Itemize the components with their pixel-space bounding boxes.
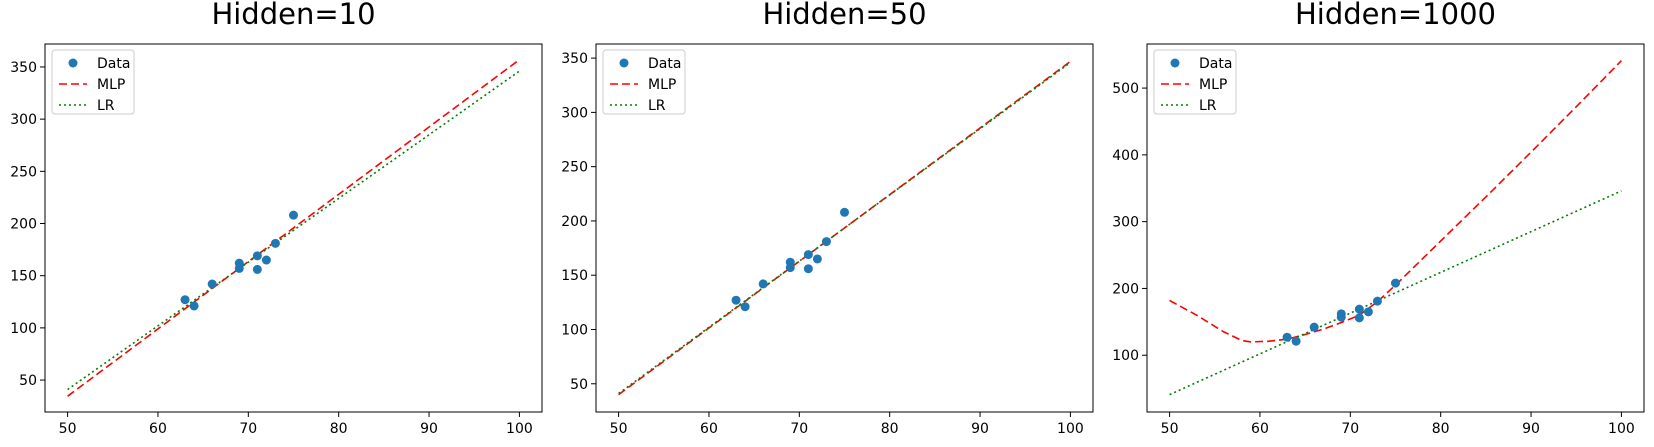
x-tick-label: 100 — [1057, 421, 1084, 437]
x-tick-label: 90 — [1522, 421, 1540, 437]
data-point — [821, 237, 831, 247]
data-point — [252, 251, 262, 261]
x-tick-label: 70 — [1341, 421, 1359, 437]
x-tick-label: 50 — [59, 421, 77, 437]
data-point — [785, 257, 795, 267]
y-tick-label: 500 — [1112, 81, 1139, 97]
legend: Data MLP LR — [51, 49, 135, 115]
data-point — [270, 238, 280, 248]
x-tick-label: 60 — [149, 421, 167, 437]
legend: Data MLP LR — [602, 49, 686, 115]
x-tick-label: 80 — [881, 421, 899, 437]
x-tick-label: 80 — [330, 421, 348, 437]
y-tick-label: 200 — [561, 214, 588, 230]
legend-label-lr: LR — [648, 98, 666, 114]
chart-panel-1: Hidden=10 50 60 70 80 90 100 50 100 150 200 250 300 3… — [10, 0, 543, 437]
data-point — [803, 250, 813, 260]
series-line-lr — [1169, 190, 1622, 396]
x-tick-label: 90 — [420, 421, 438, 437]
data-point — [1372, 296, 1382, 306]
y-tick-label: 200 — [1112, 281, 1139, 297]
series-line-lr — [618, 61, 1071, 395]
data-point — [758, 279, 768, 289]
legend-label-lr: LR — [97, 98, 115, 114]
data-point — [289, 210, 298, 220]
data-point — [1282, 332, 1292, 342]
y-tick-label: 350 — [561, 51, 588, 67]
legend-label-mlp: MLP — [97, 77, 125, 93]
x-tick-label: 100 — [506, 421, 533, 437]
data-point — [803, 264, 813, 274]
axes-frame — [1146, 43, 1645, 413]
chart-panel-3: Hidden=1000 50 60 70 80 90 100 100 200 300 400 500 D… — [1112, 0, 1645, 437]
x-tick-label: 90 — [971, 421, 989, 437]
data-point — [261, 255, 271, 265]
y-tick-label: 150 — [561, 268, 588, 284]
x-tick-label: 80 — [1432, 421, 1450, 437]
data-point — [1354, 304, 1364, 314]
x-tick-label: 70 — [790, 421, 808, 437]
x-tick-label: 70 — [239, 421, 257, 437]
y-tick-label: 350 — [10, 60, 37, 76]
data-point — [189, 301, 199, 311]
chart-panel-2: Hidden=50 50 60 70 80 90 100 50 100 150 200 250 300 3… — [561, 0, 1094, 437]
legend-label-data: Data — [1199, 56, 1232, 72]
plot-series — [67, 59, 520, 397]
y-tick-label: 250 — [561, 160, 588, 176]
chart-title: Hidden=1000 — [1295, 0, 1496, 31]
axes-frame — [44, 43, 543, 413]
series-line-lr — [67, 70, 520, 391]
series-line-mlp — [1169, 60, 1622, 343]
chart-title: Hidden=50 — [762, 0, 926, 31]
plot-series — [1169, 60, 1622, 396]
legend-label-mlp: MLP — [1199, 77, 1227, 93]
y-tick-label: 300 — [561, 105, 588, 121]
data-point — [1309, 322, 1319, 332]
legend-marker-data — [619, 58, 629, 68]
data-point — [234, 258, 244, 268]
y-tick-label: 400 — [1112, 148, 1139, 164]
data-point — [207, 279, 217, 289]
legend-marker-data — [68, 58, 78, 68]
data-point — [1354, 313, 1364, 323]
x-tick-label: 50 — [1161, 421, 1179, 437]
data-point — [740, 302, 750, 312]
data-point — [812, 254, 822, 264]
x-tick-label: 60 — [700, 421, 718, 437]
legend-label-data: Data — [648, 56, 681, 72]
legend-marker-data — [1170, 58, 1180, 68]
data-point — [1363, 307, 1373, 317]
y-tick-label: 300 — [10, 112, 37, 128]
y-tick-label: 100 — [1112, 348, 1139, 364]
chart-title: Hidden=10 — [211, 0, 375, 31]
x-tick-label: 100 — [1608, 421, 1635, 437]
y-tick-label: 100 — [10, 321, 37, 337]
y-tick-label: 50 — [19, 373, 37, 389]
y-tick-label: 50 — [570, 377, 588, 393]
y-tick-label: 200 — [10, 217, 37, 233]
y-tick-label: 250 — [10, 164, 37, 180]
data-point — [180, 295, 190, 305]
legend: Data MLP LR — [1153, 49, 1237, 115]
series-line-mlp — [67, 59, 520, 397]
data-point — [1391, 278, 1400, 288]
x-tick-label: 60 — [1251, 421, 1269, 437]
data-point — [252, 264, 262, 274]
data-point — [1336, 309, 1346, 319]
y-tick-label: 100 — [561, 322, 588, 338]
data-point — [840, 207, 849, 217]
x-tick-label: 50 — [610, 421, 628, 437]
y-tick-label: 300 — [1112, 215, 1139, 231]
legend-label-data: Data — [97, 56, 130, 72]
axes-frame — [595, 43, 1094, 413]
data-point — [1291, 336, 1301, 346]
data-point — [731, 295, 741, 305]
legend-label-lr: LR — [1199, 98, 1217, 114]
legend-label-mlp: MLP — [648, 77, 676, 93]
y-tick-label: 150 — [10, 269, 37, 285]
plot-series — [618, 60, 1071, 396]
